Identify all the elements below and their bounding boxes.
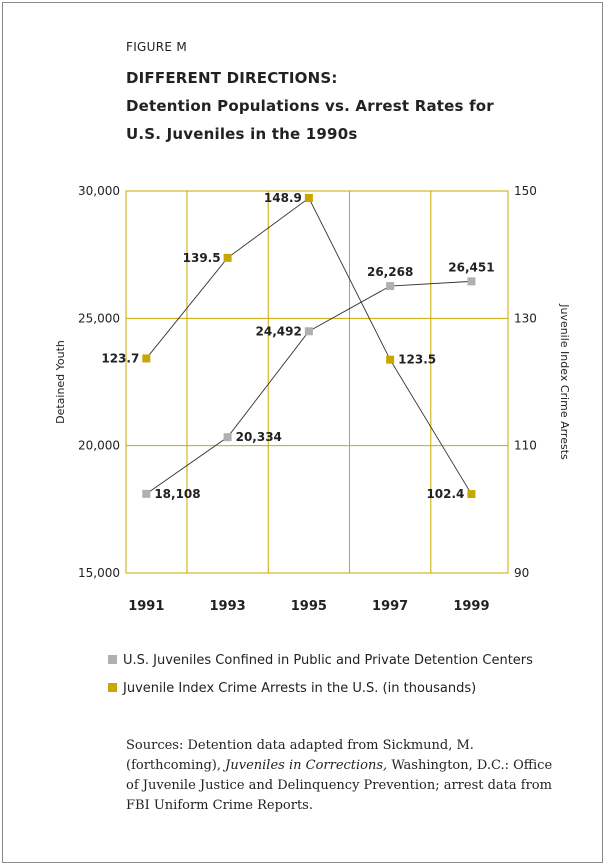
data-point-0 xyxy=(223,433,232,442)
data-label-1: 139.5 xyxy=(183,251,221,265)
data-label-0: 20,334 xyxy=(236,430,282,444)
data-label-1: 123.5 xyxy=(398,353,436,367)
x-axis-tick-label: 1991 xyxy=(128,599,164,614)
x-axis-tick-label: 1993 xyxy=(210,599,246,614)
data-label-1: 102.4 xyxy=(426,487,464,501)
title-line-2: Detention Populations vs. Arrest Rates f… xyxy=(126,97,494,115)
chart-title: DIFFERENT DIRECTIONS: Detention Populati… xyxy=(126,64,494,148)
sources-text-1: Sources: Detention data adapted from Sic… xyxy=(126,738,474,773)
title-line-3: U.S. Juveniles in the 1990s xyxy=(126,125,358,143)
legend-swatch-detention xyxy=(108,655,117,664)
chart: 15,000 20,000 25,000 30,000 90 110 130 150 1991 1… xyxy=(54,184,571,614)
data-point-0 xyxy=(304,327,313,336)
data-label-0: 26,268 xyxy=(367,265,413,279)
legend-item-arrests: Juvenile Index Crime Arrests in the U.S.… xyxy=(108,681,476,696)
plot-frame xyxy=(125,190,509,574)
right-axis-tick-label: 110 xyxy=(514,439,537,453)
left-axis-tick-label: 15,000 xyxy=(78,566,120,580)
left-axis-tick-label: 30,000 xyxy=(78,184,120,198)
data-label-0: 26,451 xyxy=(448,260,494,274)
legend-item-detention: U.S. Juveniles Confined in Public and Pr… xyxy=(108,653,533,668)
sources-note: Sources: Detention data adapted from Sic… xyxy=(126,736,566,816)
title-line-1: DIFFERENT DIRECTIONS: xyxy=(126,69,338,87)
right-axis-tick-label: 150 xyxy=(514,184,537,198)
sources-title: Juveniles in Corrections, xyxy=(225,758,388,773)
data-label-1: 148.9 xyxy=(264,191,302,205)
data-point-1 xyxy=(386,355,395,364)
data-point-1 xyxy=(142,354,151,363)
x-axis-tick-label: 1997 xyxy=(372,599,408,614)
data-label-0: 24,492 xyxy=(256,324,302,338)
left-axis-title: Detained Youth xyxy=(54,340,67,424)
data-point-1 xyxy=(467,490,476,499)
series-line-0 xyxy=(146,280,472,495)
legend-swatch-arrests xyxy=(108,683,117,692)
x-axis-tick-label: 1999 xyxy=(453,599,489,614)
data-point-0 xyxy=(386,282,395,291)
data-point-0 xyxy=(467,277,476,286)
data-point-0 xyxy=(142,489,151,498)
left-axis-tick-label: 25,000 xyxy=(78,311,120,325)
right-axis-tick-label: 130 xyxy=(514,311,537,325)
right-axis-tick-label: 90 xyxy=(514,566,529,580)
series-line-1 xyxy=(145,197,472,495)
sources-text-2: Washington, D.C.: Office of Juvenile Jus… xyxy=(126,758,553,813)
right-axis-title: Juvenile Index Crime Arrests xyxy=(558,303,571,460)
data-point-1 xyxy=(304,194,313,203)
data-point-1 xyxy=(223,253,232,262)
data-label-0: 18,108 xyxy=(154,487,200,501)
figure-label: FIGURE M xyxy=(126,40,188,54)
data-label-1: 123.7 xyxy=(101,351,139,365)
x-axis-tick-label: 1995 xyxy=(291,599,327,614)
legend-label-arrests: Juvenile Index Crime Arrests in the U.S.… xyxy=(123,681,477,696)
left-axis-tick-label: 20,000 xyxy=(78,439,120,453)
legend-label-detention: U.S. Juveniles Confined in Public and Pr… xyxy=(123,653,533,668)
